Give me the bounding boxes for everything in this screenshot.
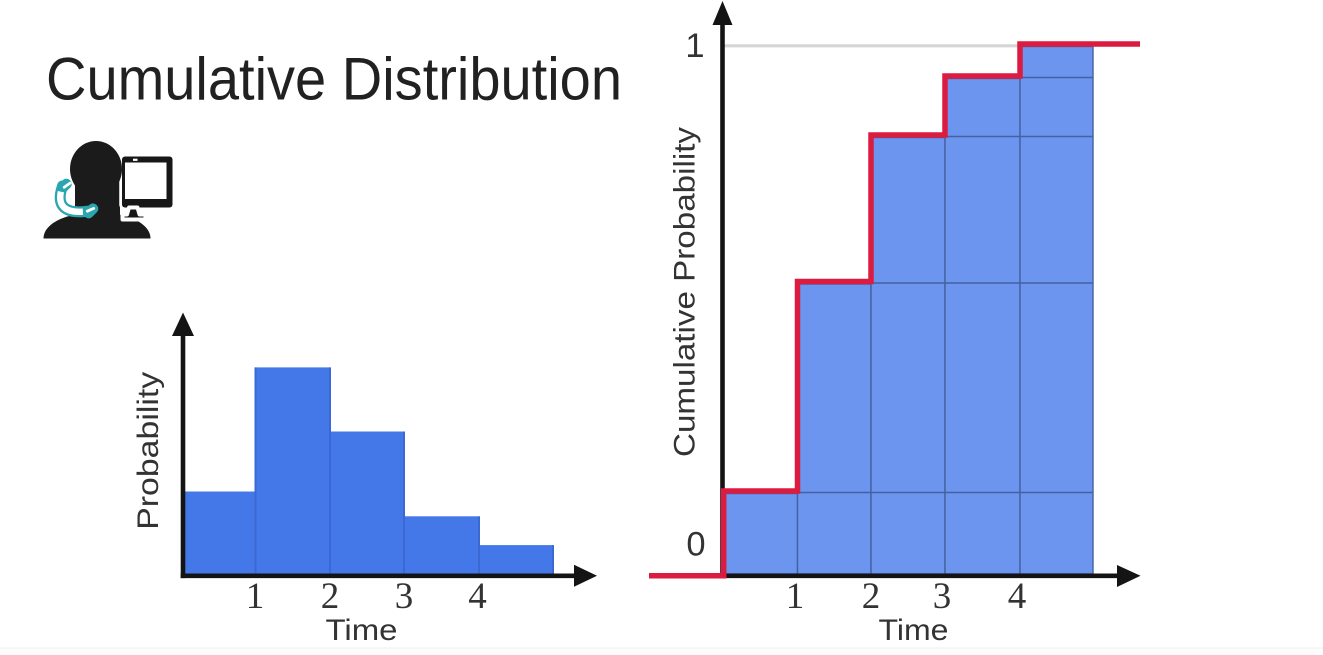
- svg-text:0: 0: [686, 526, 705, 564]
- svg-text:2: 2: [862, 576, 881, 617]
- svg-text:4: 4: [1008, 576, 1027, 617]
- svg-text:Cumulative Probability: Cumulative Probability: [669, 127, 702, 457]
- svg-text:Probability: Probability: [132, 372, 165, 530]
- svg-text:Time: Time: [879, 614, 949, 647]
- svg-text:3: 3: [933, 576, 952, 617]
- svg-text:Time: Time: [326, 614, 398, 647]
- svg-text:1: 1: [246, 576, 265, 617]
- svg-text:Cumulative Distribution: Cumulative Distribution: [46, 46, 622, 113]
- svg-text:1: 1: [685, 27, 704, 65]
- svg-text:2: 2: [321, 576, 340, 617]
- svg-text:1: 1: [786, 576, 805, 617]
- svg-text:4: 4: [468, 576, 487, 617]
- svg-text:3: 3: [395, 576, 414, 617]
